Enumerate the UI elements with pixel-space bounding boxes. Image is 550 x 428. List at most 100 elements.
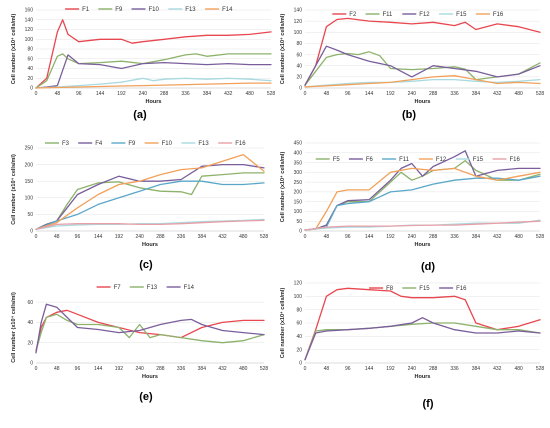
- series-line-f11: [304, 51, 541, 86]
- x-tick-label: 432: [493, 91, 502, 97]
- series-line-f10: [35, 54, 272, 89]
- series-line-f9: [35, 180, 265, 230]
- y-tick-label: 40: [27, 66, 33, 72]
- x-tick-label: 192: [115, 366, 124, 372]
- legend-label: F2: [349, 12, 357, 18]
- legend-label: F14: [184, 285, 195, 291]
- x-tick-label: 144: [96, 91, 105, 97]
- series-line-f16: [35, 219, 265, 230]
- y-tick-label: 20: [296, 347, 302, 353]
- y-tick-label: 50: [296, 219, 302, 225]
- x-tick-label: 432: [493, 366, 502, 372]
- y-tick-label: 0: [30, 361, 33, 367]
- x-tick-label: 192: [117, 91, 126, 97]
- series-line-f1: [35, 19, 272, 89]
- x-tick-label: 240: [408, 234, 417, 240]
- x-tick-label: 96: [75, 234, 81, 240]
- x-tick-label: 384: [198, 234, 207, 240]
- x-tick-label: 288: [160, 91, 169, 97]
- x-tick-label: 48: [324, 91, 330, 97]
- x-tick-label: 336: [450, 366, 459, 372]
- y-tick-label: 250: [25, 146, 34, 152]
- x-tick-label: 144: [365, 234, 374, 240]
- legend-label: F1: [82, 7, 90, 13]
- panel-label: (c): [139, 259, 153, 271]
- x-tick-label: 48: [324, 366, 330, 372]
- y-tick-label: 450: [294, 141, 303, 147]
- x-tick-label: 480: [245, 91, 254, 97]
- legend-label: F16: [510, 157, 521, 163]
- y-axis-title: Cell number (x10⁴ cells/ml): [11, 14, 17, 85]
- chart-panel-c: 0 50 100 150 200 250 0 48 96 144 192 240 288 336 384 43…: [11, 141, 268, 271]
- legend-label: F10: [162, 141, 173, 147]
- series-line-f13: [35, 313, 265, 352]
- series-line-f13: [35, 77, 272, 89]
- x-tick-label: 96: [76, 91, 82, 97]
- legend-label: F10: [149, 7, 160, 13]
- series-line-f14: [35, 82, 272, 89]
- x-tick-label: 48: [54, 234, 60, 240]
- x-axis-title: Hours: [415, 374, 431, 380]
- panel-label: (e): [139, 391, 153, 403]
- legend-label: F11: [399, 157, 410, 163]
- x-tick-label: 144: [94, 234, 103, 240]
- legend-label: F8: [386, 286, 394, 292]
- legend-label: F5: [333, 157, 341, 163]
- x-axis-title: Hours: [142, 374, 158, 380]
- series-line-f16: [304, 317, 541, 361]
- y-tick-label: 80: [27, 47, 33, 53]
- legend-label: F16: [493, 12, 504, 18]
- series-line-f13: [35, 218, 265, 230]
- y-tick-label: 100: [294, 294, 303, 300]
- x-tick-label: 528: [536, 234, 545, 240]
- chart-panel-f: 0 20 40 60 80 100 120 0 48 96 144 192 240 288 336 384 43…: [280, 281, 544, 410]
- y-tick-label: 60: [27, 56, 33, 62]
- y-tick-label: 20: [296, 75, 302, 81]
- x-tick-label: 192: [386, 234, 395, 240]
- panel-label: (f): [423, 398, 434, 410]
- legend-label: F13: [198, 141, 209, 147]
- y-tick-label: 120: [25, 27, 34, 33]
- x-tick-label: 0: [304, 366, 307, 372]
- series-line-f4: [35, 163, 265, 230]
- x-axis-title: Hours: [415, 242, 431, 248]
- x-tick-label: 480: [514, 366, 523, 372]
- legend-label: F12: [419, 12, 430, 18]
- y-tick-label: 300: [294, 170, 303, 176]
- x-axis-title: Hours: [146, 99, 162, 105]
- chart-panel-e: 0 20 40 60 0 48 96 144 192 240 288 336 384 432 480 528 H…: [11, 285, 268, 403]
- x-tick-label: 288: [429, 234, 438, 240]
- legend-label: F15: [456, 12, 467, 18]
- x-tick-label: 384: [198, 366, 207, 372]
- series-line-f14: [35, 303, 265, 354]
- y-tick-label: 160: [25, 8, 34, 14]
- x-tick-label: 96: [345, 234, 351, 240]
- y-tick-label: 140: [294, 8, 303, 14]
- series-line-f15: [304, 322, 541, 361]
- y-tick-label: 40: [296, 334, 302, 340]
- legend-label: F16: [235, 141, 246, 147]
- y-axis-title: Cell number (x10⁴ cells/ml): [280, 288, 286, 359]
- x-tick-label: 480: [239, 366, 248, 372]
- y-tick-label: 60: [296, 52, 302, 58]
- panel-label: (b): [402, 109, 416, 121]
- x-tick-label: 528: [536, 91, 545, 97]
- y-tick-label: 20: [27, 340, 33, 346]
- series-line-f8: [304, 287, 541, 361]
- y-tick-label: 100: [294, 30, 303, 36]
- x-tick-label: 528: [536, 366, 545, 372]
- legend-label: F6: [366, 157, 374, 163]
- legend-label: F9: [115, 7, 123, 13]
- y-axis-title: Cell number (x10⁴ cells/ml): [280, 152, 286, 223]
- series-line-f12: [304, 167, 541, 231]
- series-line-f16: [304, 75, 541, 88]
- y-tick-label: 80: [296, 41, 302, 47]
- x-tick-label: 96: [75, 366, 81, 372]
- x-tick-label: 0: [304, 91, 307, 97]
- series-line-f12: [304, 45, 541, 86]
- y-tick-label: 150: [25, 179, 34, 185]
- y-tick-label: 120: [294, 19, 303, 25]
- legend-label: F13: [147, 285, 158, 291]
- legend-label: F16: [456, 286, 467, 292]
- y-axis-title: Cell number (x10⁴ cells/ml): [11, 154, 17, 225]
